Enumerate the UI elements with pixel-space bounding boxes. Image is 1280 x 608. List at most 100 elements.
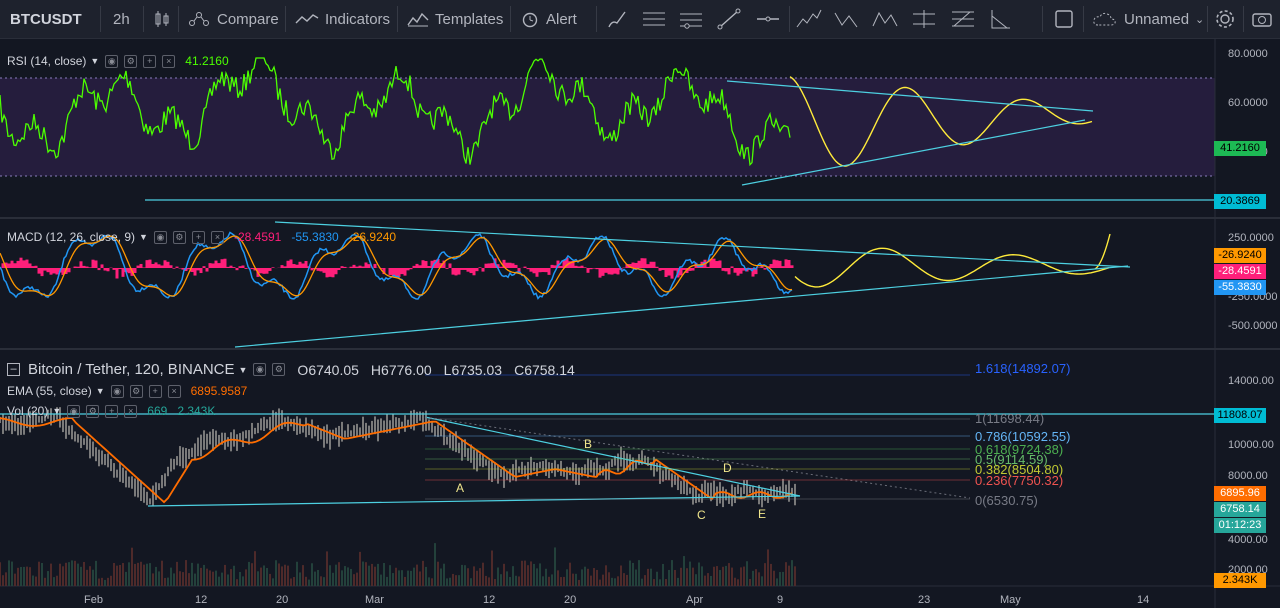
- fib-label-1618: 1.618(14892.07): [975, 361, 1071, 376]
- macd-line-tag: -55.3830: [1214, 280, 1266, 295]
- gear-icon[interactable]: ⚙: [129, 384, 143, 398]
- panes-background: [0, 38, 1280, 608]
- fib-label-1: 1(11698.44): [975, 411, 1045, 426]
- close-icon[interactable]: ×: [167, 384, 181, 398]
- gear-icon[interactable]: ⚙: [272, 363, 286, 376]
- eye-icon[interactable]: ◉: [105, 54, 119, 68]
- horizontal-line-icon: [757, 16, 779, 22]
- chevron-down-icon[interactable]: ▼: [52, 406, 62, 416]
- macd-signal-tag: -26.9240: [1214, 248, 1266, 263]
- close-label: C: [514, 361, 525, 378]
- brush-icon: [608, 11, 626, 28]
- macd-hist-tag: -28.4591: [1214, 264, 1266, 279]
- chevron-down-icon[interactable]: ▼: [90, 56, 100, 66]
- x-label-feb-12: 12: [195, 594, 208, 606]
- fullscreen-button[interactable]: [1054, 0, 1074, 38]
- elliott-correction-tool[interactable]: [832, 4, 862, 34]
- rsi-upper-trendline: [726, 80, 1094, 112]
- rsi-lower-trendline: [741, 119, 1086, 186]
- compare-button[interactable]: Compare: [187, 0, 279, 38]
- macd-pane: [0, 221, 1131, 348]
- settings-button[interactable]: [1214, 0, 1236, 38]
- triangle-wave-tool[interactable]: [870, 4, 900, 34]
- plus-icon[interactable]: +: [191, 230, 205, 244]
- gann-tool[interactable]: [986, 4, 1016, 34]
- macd-lower-trendline: [234, 265, 1129, 348]
- gear-icon[interactable]: ⚙: [86, 404, 100, 418]
- divider: [178, 6, 179, 32]
- rsi-projection: [789, 76, 1093, 167]
- macd-signal-value: -26.9240: [348, 230, 397, 244]
- eye-icon[interactable]: ◉: [153, 230, 167, 244]
- ema-legend: EMA (55, close) ▼ ◉ ⚙ + × 6895.9587: [7, 384, 247, 398]
- alert-button[interactable]: Alert: [520, 0, 577, 38]
- fib-retracement-tool[interactable]: [948, 4, 978, 34]
- close-icon[interactable]: ×: [124, 404, 138, 418]
- templates-label: Templates: [435, 10, 504, 28]
- x-label-may: May: [1000, 594, 1021, 606]
- close-icon[interactable]: ×: [210, 230, 224, 244]
- templates-button[interactable]: Templates: [407, 0, 503, 38]
- channel-tool[interactable]: [676, 4, 706, 34]
- trendline-icon: [717, 8, 741, 30]
- gear-icon[interactable]: ⚙: [172, 230, 186, 244]
- trendline-tool[interactable]: [714, 4, 744, 34]
- divider: [143, 6, 144, 32]
- chevron-down-icon[interactable]: ▼: [95, 386, 105, 396]
- collapse-icon[interactable]: –: [7, 363, 20, 376]
- snapshot-button[interactable]: [1251, 0, 1273, 38]
- alarm-clock-icon: [522, 12, 538, 28]
- plus-icon[interactable]: +: [105, 404, 119, 418]
- symbol-search[interactable]: BTCUSDT: [10, 10, 82, 28]
- volume-title[interactable]: Vol (20): [7, 404, 49, 418]
- main-legend: – Bitcoin / Tether, 120, BINANCE ▼ ◉ ⚙ O…: [7, 361, 575, 378]
- chart-style-button[interactable]: [153, 0, 171, 38]
- plus-icon[interactable]: +: [148, 384, 162, 398]
- brush-tool[interactable]: [602, 4, 632, 34]
- volume-value-a: 669: [147, 404, 168, 418]
- rsi-pane: [0, 57, 1215, 201]
- parallel-lines-icon: [643, 12, 665, 26]
- divider: [596, 6, 597, 32]
- indicators-icon: [295, 14, 319, 24]
- low-label: L: [443, 361, 452, 378]
- close-icon[interactable]: ×: [162, 54, 176, 68]
- horizontal-line-tool[interactable]: [753, 4, 783, 34]
- macd-legend: MACD (12, 26, close, 9) ▼ ◉ ⚙ + × -28.45…: [7, 230, 396, 244]
- elliott-impulse-tool[interactable]: [794, 4, 824, 34]
- correction-wave-icon: [834, 12, 858, 28]
- triangle-wave-icon: [872, 11, 898, 27]
- chart-canvas[interactable]: [0, 38, 1280, 608]
- projection-tool[interactable]: [909, 4, 939, 34]
- rsi-line-tag: 20.3869: [1214, 194, 1266, 209]
- rsi-band: [0, 78, 1215, 176]
- interval-button[interactable]: 2h: [113, 10, 130, 28]
- chevron-down-icon[interactable]: ▼: [238, 364, 248, 375]
- rsi-value: 41.2160: [185, 54, 229, 68]
- x-label-apr: Apr: [686, 594, 704, 606]
- macd-hist-value: -28.4591: [233, 230, 282, 244]
- macd-projection: [794, 247, 1110, 288]
- ema-title[interactable]: EMA (55, close): [7, 384, 92, 398]
- sliders-icon: [913, 10, 935, 28]
- divider: [1243, 6, 1244, 32]
- eye-icon[interactable]: ◉: [110, 384, 124, 398]
- rsi-title[interactable]: RSI (14, close): [7, 54, 87, 68]
- indicators-button[interactable]: Indicators: [295, 0, 390, 38]
- gear-icon[interactable]: ⚙: [124, 54, 138, 68]
- price-axis-10000: 10000.00: [1228, 439, 1274, 451]
- fib-label-05: 0.5(9114.59): [975, 452, 1048, 467]
- plus-icon[interactable]: +: [143, 54, 157, 68]
- candles-icon: [155, 11, 169, 27]
- eye-icon[interactable]: ◉: [253, 363, 267, 376]
- layout-menu[interactable]: Unnamed ⌄: [1092, 0, 1204, 38]
- chevron-down-icon[interactable]: ▼: [139, 232, 148, 242]
- horizontal-lines-tool[interactable]: [639, 4, 669, 34]
- main-title[interactable]: Bitcoin / Tether, 120, BINANCE: [28, 361, 235, 378]
- eye-icon[interactable]: ◉: [67, 404, 81, 418]
- fib-label-0618: 0.618(9724.38): [975, 442, 1064, 457]
- macd-title[interactable]: MACD (12, 26, close, 9): [7, 230, 136, 244]
- bar-timer-tag: 01:12:23: [1214, 518, 1266, 533]
- divider: [789, 6, 790, 32]
- rsi-legend: RSI (14, close) ▼ ◉ ⚙ + × 41.2160: [7, 54, 229, 68]
